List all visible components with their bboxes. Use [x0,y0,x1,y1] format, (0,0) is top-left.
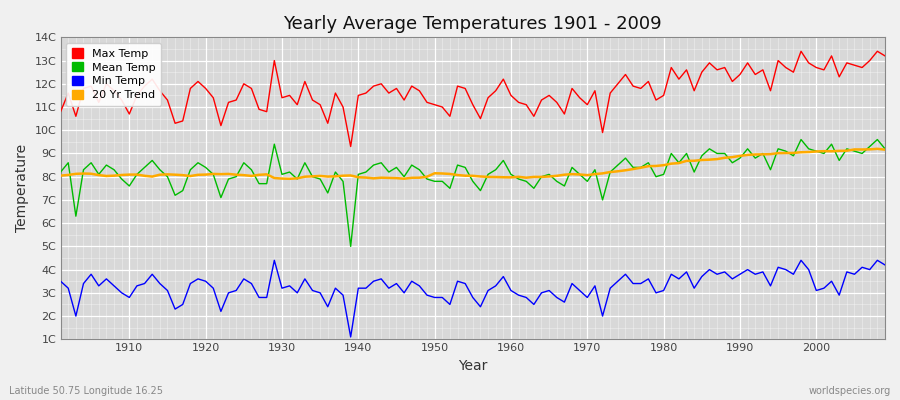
Max Temp [55,109,66,114]
Mean Temp [284,170,295,174]
Min Temp [513,293,524,298]
Line: Max Temp: Max Temp [60,51,885,146]
Min Temp [346,334,356,339]
20 Yr Trend [116,172,127,177]
Mean Temp [513,177,524,182]
20 Yr Trend [55,173,66,178]
Min Temp [116,290,127,295]
Mean Temp [55,170,66,174]
Max Temp [330,91,341,96]
Mean Temp [879,146,890,151]
Line: 20 Yr Trend: 20 Yr Trend [60,149,885,179]
20 Yr Trend [879,147,890,152]
Text: worldspecies.org: worldspecies.org [809,386,891,396]
Mean Temp [116,177,127,182]
Max Temp [506,93,517,98]
Max Temp [605,91,616,96]
Min Temp [292,290,302,295]
20 Yr Trend [513,174,524,179]
Mean Temp [330,170,341,174]
Mean Temp [346,244,356,249]
20 Yr Trend [605,170,616,174]
Max Temp [346,144,356,149]
Text: Latitude 50.75 Longitude 16.25: Latitude 50.75 Longitude 16.25 [9,386,163,396]
Max Temp [513,100,524,105]
Title: Yearly Average Temperatures 1901 - 2009: Yearly Average Temperatures 1901 - 2009 [284,15,662,33]
Line: Mean Temp: Mean Temp [60,140,885,246]
Min Temp [55,279,66,284]
Mean Temp [605,170,616,174]
Mean Temp [796,137,806,142]
X-axis label: Year: Year [458,359,488,373]
Min Temp [338,293,348,298]
Legend: Max Temp, Mean Temp, Min Temp, 20 Yr Trend: Max Temp, Mean Temp, Min Temp, 20 Yr Tre… [67,43,161,106]
Max Temp [879,54,890,58]
Line: Min Temp: Min Temp [60,260,885,337]
Min Temp [612,279,623,284]
Y-axis label: Temperature: Temperature [15,144,29,232]
20 Yr Trend [284,176,295,181]
20 Yr Trend [338,173,348,178]
Mean Temp [506,172,517,177]
20 Yr Trend [872,146,883,151]
Max Temp [796,49,806,54]
Max Temp [116,98,127,102]
Min Temp [521,295,532,300]
20 Yr Trend [292,176,302,181]
Max Temp [284,93,295,98]
20 Yr Trend [506,175,517,180]
Min Temp [269,258,280,263]
Min Temp [879,262,890,267]
